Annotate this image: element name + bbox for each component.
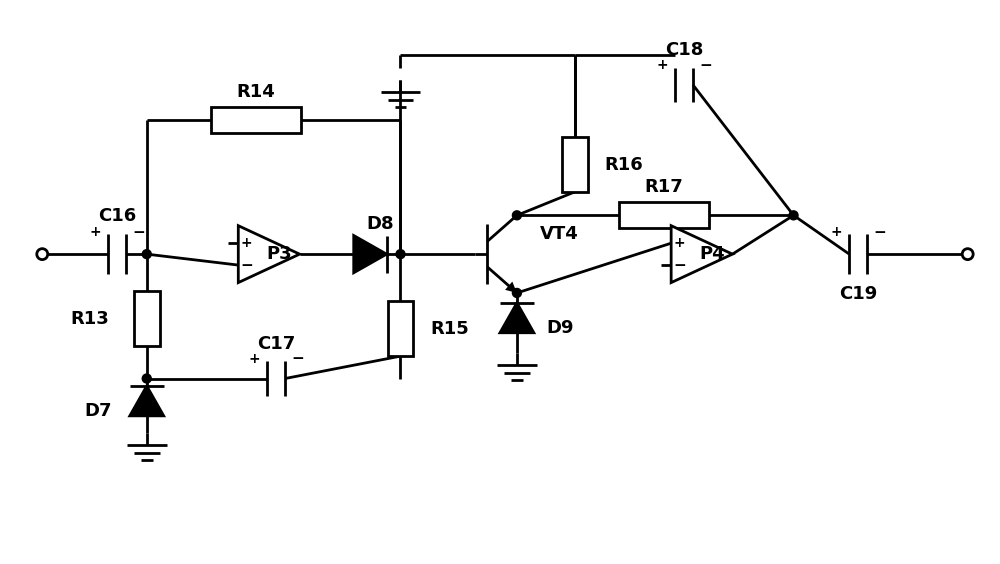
Text: R14: R14 — [237, 83, 276, 101]
Polygon shape — [500, 303, 534, 333]
Text: +: + — [241, 236, 252, 250]
Circle shape — [789, 211, 798, 220]
Text: −: − — [132, 224, 145, 240]
Text: −: − — [673, 258, 686, 272]
Bar — [211, 107, 301, 133]
Circle shape — [512, 288, 521, 297]
Text: +: + — [656, 58, 668, 72]
Text: P4: P4 — [699, 245, 725, 263]
Circle shape — [142, 374, 151, 383]
Text: R13: R13 — [70, 310, 109, 328]
Text: +: + — [674, 236, 685, 250]
Bar — [134, 292, 160, 346]
Text: −: − — [874, 224, 886, 240]
Text: P3: P3 — [266, 245, 292, 263]
Polygon shape — [354, 236, 387, 273]
Text: D8: D8 — [367, 215, 394, 233]
Bar — [562, 137, 588, 192]
Text: R16: R16 — [604, 156, 643, 174]
Text: C17: C17 — [257, 334, 295, 352]
Text: −: − — [700, 58, 712, 73]
Circle shape — [512, 211, 521, 220]
Text: R15: R15 — [430, 320, 469, 338]
Polygon shape — [130, 386, 164, 416]
Text: VT4: VT4 — [540, 225, 579, 243]
Bar — [388, 301, 413, 356]
Polygon shape — [671, 226, 732, 283]
Polygon shape — [505, 281, 517, 293]
Circle shape — [396, 250, 405, 259]
Text: C19: C19 — [839, 285, 877, 303]
Text: D9: D9 — [547, 319, 574, 337]
Text: C16: C16 — [98, 208, 136, 226]
Text: −: − — [240, 258, 253, 272]
Bar — [619, 202, 709, 228]
Polygon shape — [238, 226, 300, 283]
Text: +: + — [831, 225, 842, 239]
Circle shape — [142, 250, 151, 259]
Text: −: − — [292, 351, 304, 366]
Text: C18: C18 — [665, 41, 703, 59]
Text: +: + — [89, 225, 101, 239]
Text: R17: R17 — [645, 178, 684, 196]
Text: +: + — [248, 351, 260, 365]
Text: D7: D7 — [84, 402, 112, 420]
